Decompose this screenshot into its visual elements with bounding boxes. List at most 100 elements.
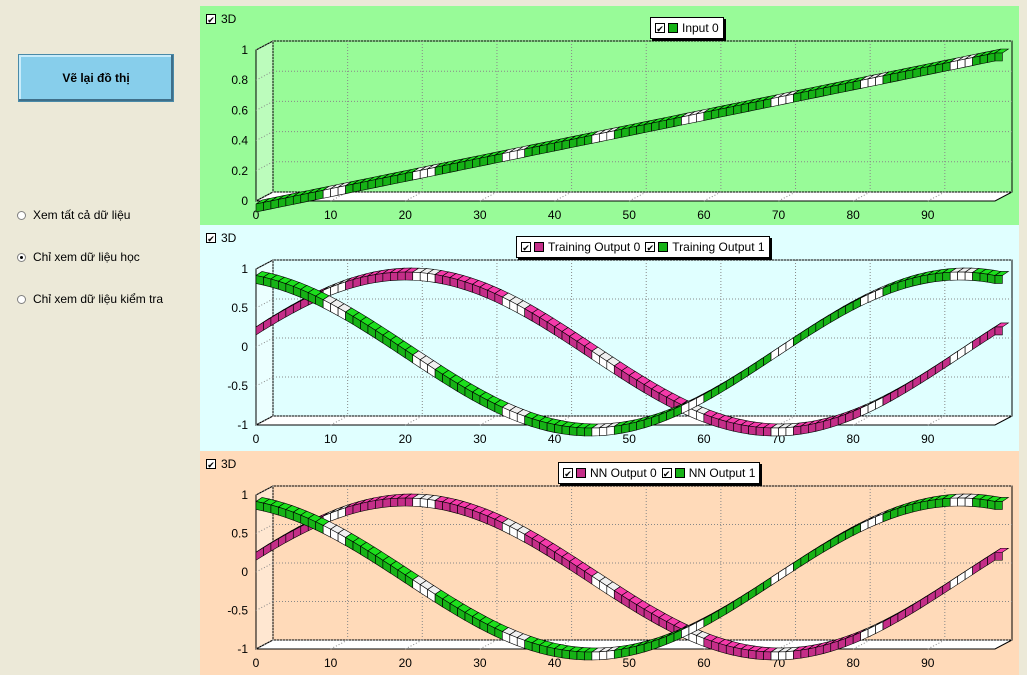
grid-line [255,259,274,270]
bar [375,177,384,188]
x-tick-label: 90 [921,208,935,222]
bar [636,643,645,655]
bar [412,170,421,181]
chart-left-wall [255,40,274,202]
bar [449,277,458,288]
bar [837,83,846,94]
checkbox-3d-label: 3D [221,231,237,245]
y-tick-label: -0.5 [227,379,248,393]
bar [778,427,787,437]
series-nn-output-1 [255,493,1010,661]
legend-checkbox-icon[interactable]: ✔ [645,242,656,253]
bar [412,271,421,281]
chart-floor [255,191,1013,202]
bar [770,427,779,437]
bar [427,499,436,509]
bar [666,118,675,129]
radio-icon[interactable] [17,294,26,304]
bar [449,503,458,514]
bar [569,650,578,660]
bar [606,650,615,660]
bar [823,539,832,553]
y-tick-label: 0.8 [231,73,248,87]
grid-line [554,191,572,202]
bar [345,183,354,195]
bar [390,174,399,185]
bar [882,73,891,85]
bar [942,497,951,508]
x-tick-label: 40 [548,656,562,670]
bar [770,96,779,108]
bar [748,649,757,660]
bar [905,69,914,80]
bar [569,426,578,436]
checkbox-icon[interactable]: ✔ [206,14,216,25]
bar [703,389,712,403]
radio-view-training[interactable]: Chỉ xem dữ liệu học [17,250,140,264]
redraw-chart-button[interactable]: Vẽ lại đồ thị [18,54,174,102]
legend-checkbox-icon[interactable]: ✔ [661,468,672,479]
bar [972,55,981,66]
bar [852,523,861,536]
bar [703,614,712,628]
bar [949,497,958,507]
bar [763,651,772,661]
legend-label: Input 0 [682,21,719,35]
radio-icon[interactable] [17,252,26,262]
bar [382,272,391,282]
bar [621,423,630,434]
bar [584,427,593,437]
bar [255,202,264,213]
radio-view-all[interactable]: Xem tất cả dữ liệu [17,208,130,222]
grid-line [628,191,647,202]
checkbox-icon[interactable]: ✔ [206,459,216,470]
bar [920,500,929,511]
grid-line [330,191,348,202]
bar [397,271,406,281]
checkbox-3d[interactable]: ✔ 3D [206,231,236,245]
bar [964,566,973,581]
bar [390,497,399,507]
bar [434,500,443,511]
bar [442,163,451,175]
radio-icon[interactable] [17,210,26,220]
bar [711,385,720,399]
x-tick-label: 30 [473,656,487,670]
bar [546,142,555,153]
bar [591,651,600,661]
grid-line [255,639,274,650]
grid-line [927,639,946,650]
bar [628,421,637,433]
bar [531,145,540,156]
bar [509,150,518,161]
bar [957,497,966,507]
series-input-0 [255,48,1010,213]
bar [867,77,876,88]
bar [419,168,428,179]
checkbox-icon[interactable]: ✔ [206,233,216,244]
sidebar: Vẽ lại đồ thị Xem tất cả dữ liệu Chỉ xem… [0,0,200,675]
checkbox-3d[interactable]: ✔ 3D [206,12,236,26]
bar [897,608,906,623]
bar [733,104,742,115]
x-tick-label: 30 [473,208,487,222]
series-training-output-1 [255,267,1010,437]
y-tick-label: 1 [241,43,248,57]
legend-checkbox-icon[interactable]: ✔ [655,23,665,34]
bar [733,422,742,434]
bar [912,501,921,513]
legend-item: ✔ NN Output 0 [563,466,657,480]
legend-checkbox-icon[interactable]: ✔ [521,242,531,253]
bar [793,425,802,436]
legend-label: Training Output 1 [672,240,765,254]
legend-label: Training Output 0 [548,240,641,254]
radio-view-test[interactable]: Chỉ xem dữ liệu kiểm tra [17,292,163,306]
bar [748,361,757,376]
grid-line [405,415,423,426]
chart-back-wall [272,40,1013,193]
legend-checkbox-icon[interactable]: ✔ [563,468,573,479]
chart-panel-input: 0 0.2 0.4 0.6 0.8 1 0 10 20 30 40 50 60 70 80 90 ✔ 3D ✔… [200,6,1019,225]
bar [546,646,555,657]
checkbox-3d[interactable]: ✔ 3D [206,457,236,471]
bar [293,526,302,539]
